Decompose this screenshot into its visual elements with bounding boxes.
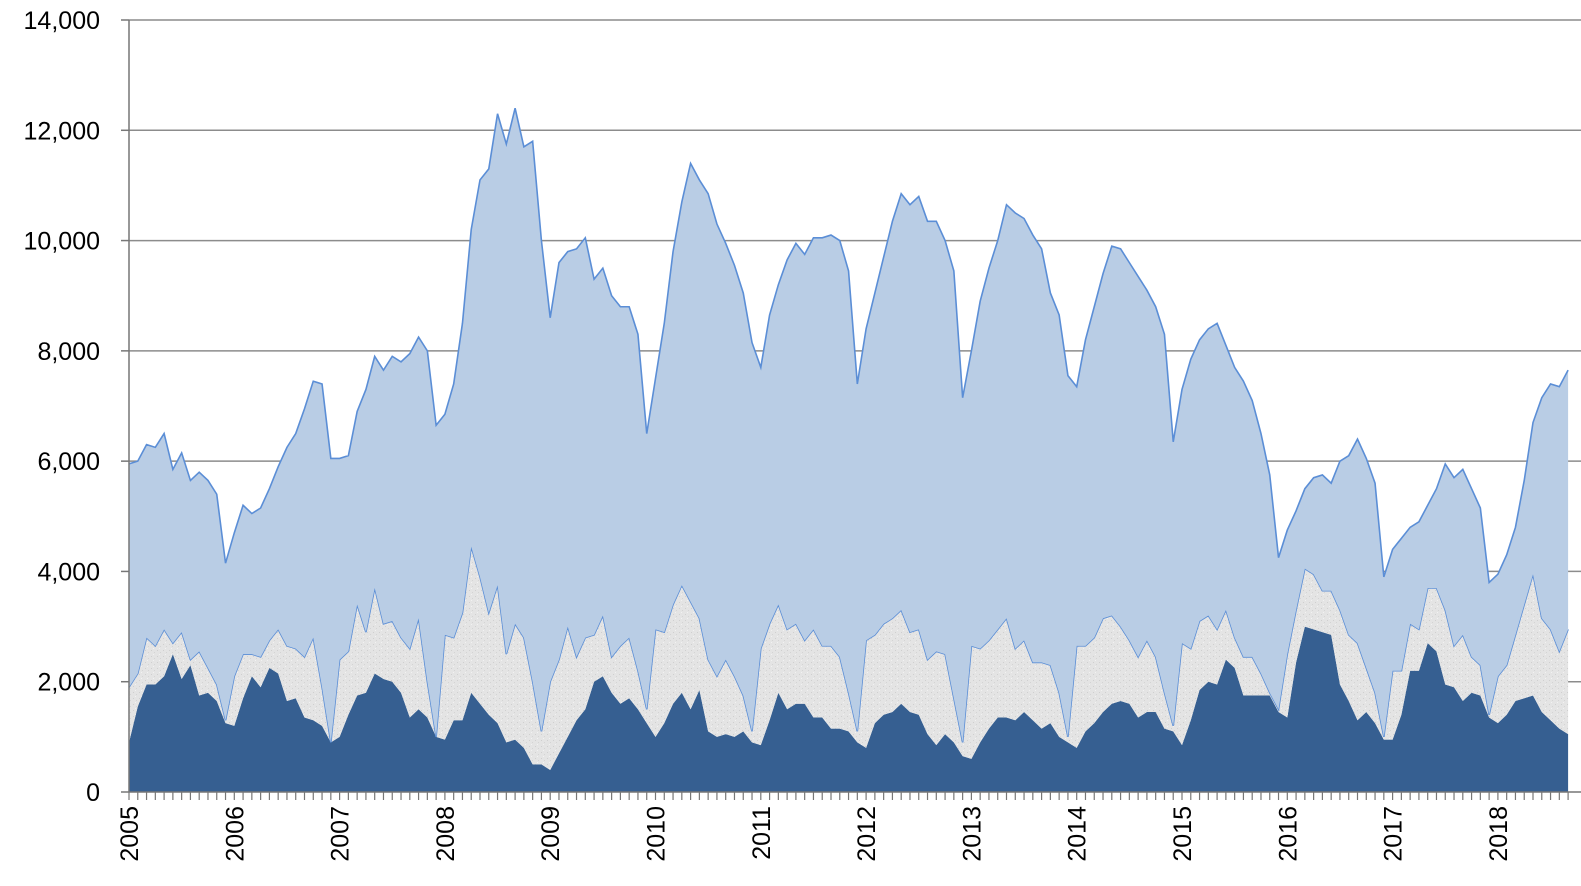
x-tick-label: 2012 (853, 806, 881, 862)
area-edge (128, 108, 1569, 585)
y-tick-label: 12,000 (24, 117, 100, 145)
x-tick-label: 2014 (1064, 806, 1092, 862)
area (129, 546, 1569, 770)
area (129, 108, 1569, 743)
x-tick-label: 2006 (221, 806, 249, 862)
x-tick-label: 2017 (1380, 806, 1408, 862)
y-tick-label: 4,000 (37, 558, 100, 586)
x-tick-label: 2018 (1485, 806, 1513, 862)
x-tick-label: 2008 (432, 806, 460, 862)
y-tick-label: 14,000 (24, 7, 100, 35)
y-tick-label: 2,000 (37, 669, 100, 697)
area (129, 626, 1569, 792)
y-tick-label: 6,000 (37, 448, 100, 476)
x-tick-label: 2010 (643, 806, 671, 862)
x-tick-label: 2007 (327, 806, 355, 862)
x-tick-label: 2011 (748, 806, 776, 860)
x-tick-label: 2016 (1274, 806, 1302, 862)
y-tick-label: 10,000 (24, 228, 100, 256)
x-tick-label: 2009 (537, 806, 565, 862)
x-tick-label: 2015 (1169, 806, 1197, 862)
x-tick-label: 2013 (958, 806, 986, 862)
x-tick-label: 2005 (116, 806, 144, 862)
y-tick-label: 0 (86, 779, 100, 807)
y-tick-label: 8,000 (37, 338, 100, 366)
